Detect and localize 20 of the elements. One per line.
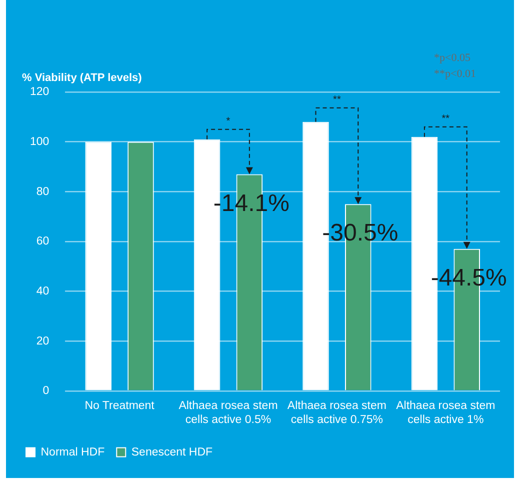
legend-label: Normal HDF: [40, 446, 105, 458]
annotation: *: [226, 116, 230, 128]
text: *p<0.05: [434, 52, 471, 64]
x-tick-label: Althaea rosea stem cells active 0.75%: [287, 400, 386, 426]
x-tick-label: Althaea rosea stem cells active 0.5%: [178, 400, 278, 426]
y-tick-label: 100: [30, 136, 50, 148]
x-tick-label: No Treatment: [84, 400, 156, 412]
annotation: **: [333, 94, 341, 106]
y-tick-label: 80: [36, 186, 50, 198]
annotation: **: [442, 114, 450, 125]
y-tick-label: 40: [36, 285, 50, 298]
x-tick-label: Althaea rosea stem cells active 1%: [396, 400, 496, 426]
legend-label: Senescent HDF: [131, 446, 213, 458]
bar: [85, 142, 112, 390]
y-axis-title: % Viability (ATP levels): [22, 72, 142, 84]
y-tick-label: 60: [36, 236, 50, 248]
y-tick-label: 120: [30, 86, 50, 98]
y-tick-label: 20: [36, 335, 50, 348]
text: **p<0.01: [434, 68, 476, 80]
y-tick-label: 0: [42, 385, 50, 398]
